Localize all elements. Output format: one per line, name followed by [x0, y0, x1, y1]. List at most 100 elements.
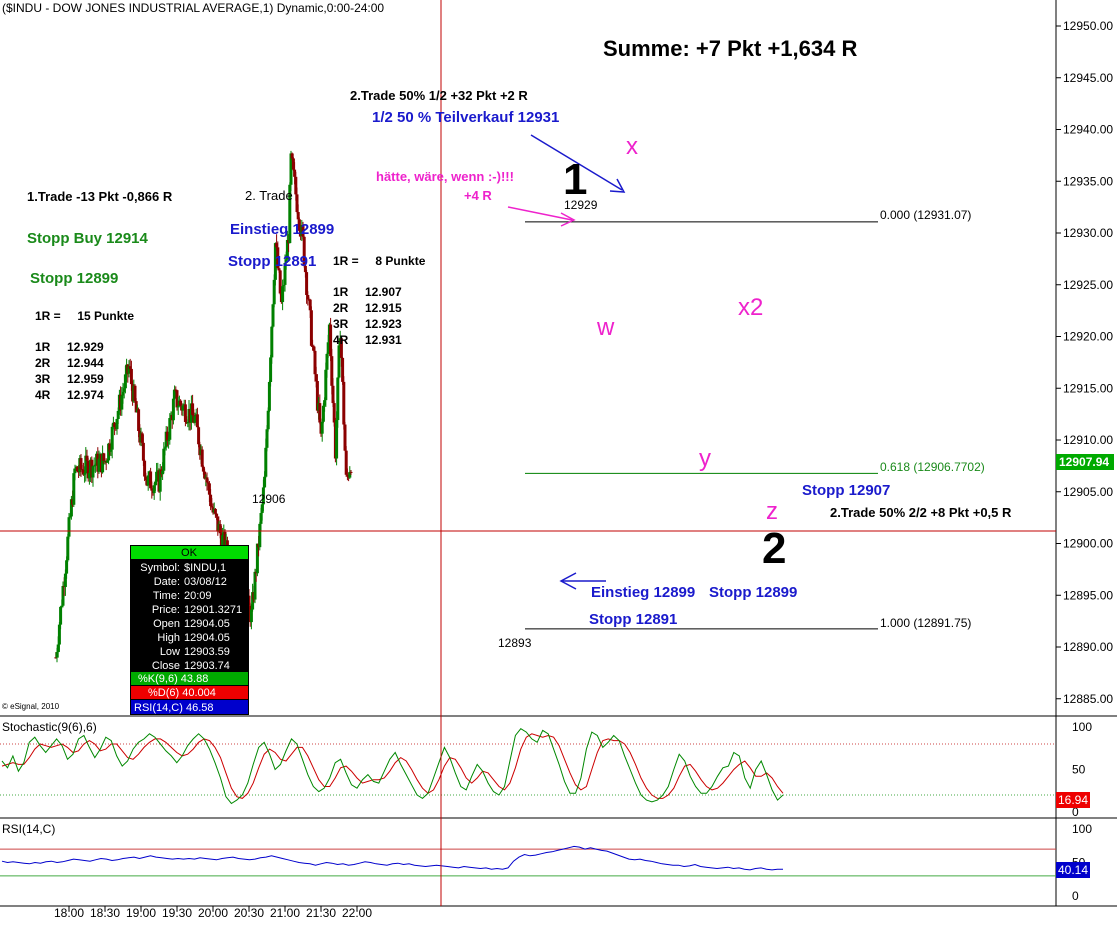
candle-body-up	[324, 369, 328, 401]
time-tick-label: 21:30	[306, 906, 336, 920]
candle-body-down	[276, 247, 280, 269]
stoch-k-line	[1, 728, 784, 805]
candle-body-up	[116, 410, 120, 419]
time-tick-label: 20:30	[234, 906, 264, 920]
current-price-value: 12907.94	[1059, 455, 1109, 469]
price-tick-label: 12940.00	[1063, 123, 1113, 137]
r-table-value: 12.974	[67, 388, 104, 402]
price-axis-ticks: 12950.00 12945.00 12940.00 12935.00 12930.00…	[1056, 19, 1113, 706]
candle-body-down	[150, 488, 154, 491]
info-row-value: 20:09	[184, 590, 212, 602]
wave-x-label: x	[626, 133, 638, 160]
info-row-value: $INDU,1	[184, 562, 226, 574]
time-tick-label: 19:00	[126, 906, 156, 920]
arrow-teilverkauf	[530, 134, 623, 191]
candle-body-down	[332, 403, 336, 423]
time-tick-label: 19:30	[162, 906, 192, 920]
candle-body-up	[92, 465, 96, 467]
einstieg-bottom-label: Einstieg 12899	[591, 584, 695, 601]
candle-body-up	[288, 184, 292, 244]
candle-body-down	[141, 442, 145, 461]
candle-body-down	[183, 404, 187, 422]
candle-body-up	[163, 447, 167, 449]
r-table-value: 12.931	[365, 333, 402, 347]
r-table-key: 3R	[333, 317, 349, 331]
stopp-left-label: Stopp 12891	[228, 253, 316, 270]
stoch-current-value: 16.94	[1058, 793, 1088, 807]
info-row-value: 03/08/12	[184, 576, 227, 588]
r-table-value: 12.915	[365, 301, 402, 315]
rsi-title: RSI(14,C)	[2, 822, 55, 836]
candle-body-up	[83, 473, 87, 475]
rsi-line	[1, 845, 783, 871]
candle-body-up	[265, 429, 269, 448]
arrowhead-teilverkauf-icon	[609, 178, 626, 193]
candle-body-up	[173, 389, 177, 399]
fib-618-label: 0.618 (12906.7702)	[880, 460, 985, 474]
candle-body-down	[278, 270, 282, 294]
candle-body-up	[267, 381, 271, 411]
candle-body-up	[336, 377, 340, 421]
candle-body-down	[302, 236, 306, 266]
candle-body-up	[67, 517, 71, 537]
fib-0-label: 0.000 (12931.07)	[880, 208, 971, 222]
candle-body-down	[291, 158, 295, 170]
candle-body-down	[216, 516, 220, 532]
candle-body-up	[57, 624, 61, 645]
candle-body-down	[80, 469, 84, 471]
candle-body-up	[271, 304, 275, 327]
candle-body-up	[110, 426, 114, 450]
candle-body-up	[259, 513, 263, 524]
arrowhead-einstieg-icon	[559, 572, 577, 590]
info-d-line: %D(6) 40.004	[148, 687, 216, 699]
candle-body-up	[93, 464, 97, 466]
candle-body-up	[167, 439, 171, 441]
candle-body-down	[205, 477, 209, 483]
r-mid-header: 1R = 8 Punkte	[333, 254, 426, 268]
candle-body-down	[191, 403, 195, 416]
candle-body-down	[165, 431, 169, 441]
stoch-tick-label: 100	[1072, 720, 1092, 734]
candle-body-up	[285, 239, 289, 260]
info-row-key: Symbol:	[140, 562, 180, 574]
r-table-value: 12.944	[67, 356, 104, 370]
info-row-value: 12901.3271	[184, 604, 242, 616]
candle-body-up	[260, 504, 264, 514]
wave-1-label: 1	[563, 155, 587, 204]
candle-body-up	[146, 475, 150, 486]
candle-body-down	[294, 176, 298, 195]
candle-body-down	[200, 449, 204, 467]
price-tick-label: 12890.00	[1063, 640, 1113, 654]
candle-body-down	[210, 506, 214, 508]
price-tick-label: 12950.00	[1063, 19, 1113, 33]
candle-body-down	[54, 657, 58, 659]
time-tick-label: 21:00	[270, 906, 300, 920]
candle-body-down	[134, 401, 138, 413]
info-d-bar	[131, 686, 248, 699]
candle-body-down	[143, 460, 147, 477]
info-box[interactable]: OK Symbol: $INDU,1 Date: 03/08/12 Time: 20:09…	[130, 545, 249, 715]
candle-body-down	[149, 471, 153, 489]
candle-body-down	[331, 385, 335, 404]
time-tick-label: 20:00	[198, 906, 228, 920]
candle-body-down	[301, 225, 305, 237]
candle-body-down	[203, 471, 207, 479]
candle-body-down	[79, 458, 83, 470]
candle-body-up	[186, 422, 190, 424]
candle-body-down	[113, 422, 117, 427]
candle-body-down	[293, 169, 297, 177]
candle-body-up	[97, 458, 101, 472]
chart-title: ($INDU - DOW JONES INDUSTRIAL AVERAGE,1)…	[2, 1, 384, 15]
info-row-value: 12903.74	[184, 660, 230, 672]
candle-body-down	[296, 212, 300, 220]
candles	[54, 150, 353, 663]
candle-body-down	[330, 356, 334, 386]
candle-body-up	[87, 473, 91, 479]
candle-body-down	[215, 513, 219, 517]
candle-body-up	[158, 469, 162, 492]
candle-body-up	[266, 410, 270, 430]
candle-body-up	[161, 470, 165, 475]
candle-body-down	[201, 466, 205, 472]
info-row-value: 12904.05	[184, 632, 230, 644]
